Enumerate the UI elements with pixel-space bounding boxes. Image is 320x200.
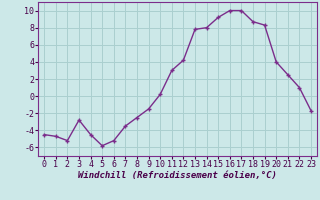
X-axis label: Windchill (Refroidissement éolien,°C): Windchill (Refroidissement éolien,°C) [78,171,277,180]
